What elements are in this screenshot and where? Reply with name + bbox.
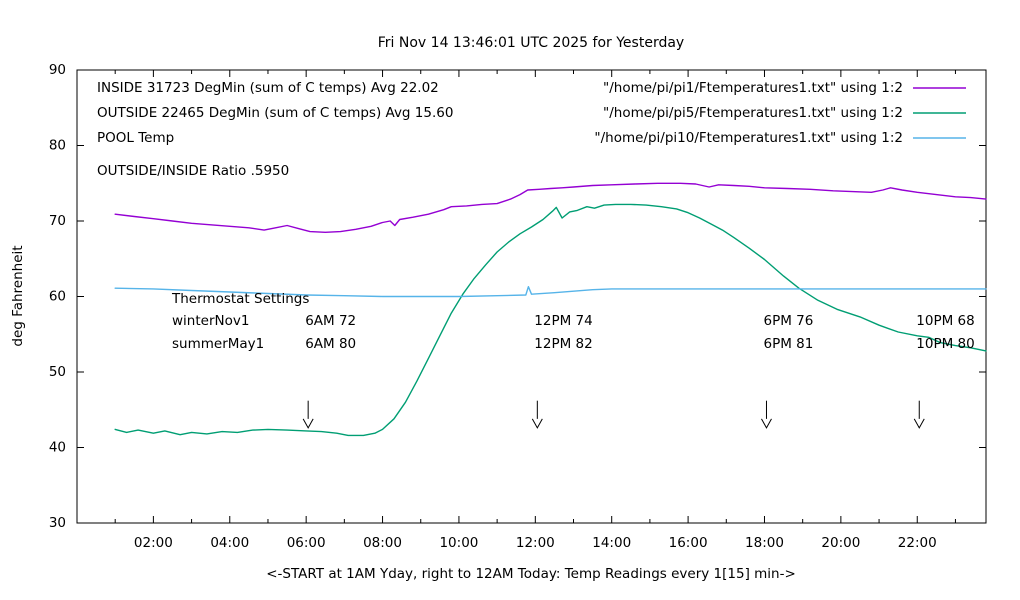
thermostat-settings: Thermostat Settings winterNov1 6AM 72 12… bbox=[171, 291, 975, 352]
x-tick-label: 14:00 bbox=[592, 535, 631, 551]
thermostat-winter-name: winterNov1 bbox=[172, 313, 249, 329]
x-tick-label: 04:00 bbox=[210, 535, 249, 551]
legend-label-outside: OUTSIDE 22465 DegMin (sum of C temps) Av… bbox=[97, 105, 453, 121]
y-axis-label: deg Fahrenheit bbox=[10, 245, 26, 346]
x-tick-label: 22:00 bbox=[898, 535, 937, 551]
thermostat-summer-6am: 6AM 80 bbox=[305, 336, 356, 352]
legend-row-inside: INSIDE 31723 DegMin (sum of C temps) Avg… bbox=[97, 80, 966, 96]
y-tick-label: 30 bbox=[49, 515, 66, 531]
x-tick-label: 06:00 bbox=[287, 535, 326, 551]
thermostat-summer-6pm: 6PM 81 bbox=[764, 336, 814, 352]
thermostat-heading: Thermostat Settings bbox=[171, 291, 309, 307]
y-tick-label: 60 bbox=[49, 289, 66, 305]
y-tick-label: 80 bbox=[49, 138, 66, 154]
thermostat-winter-10pm: 10PM 68 bbox=[916, 313, 974, 329]
thermostat-summer-10pm: 10PM 80 bbox=[916, 336, 974, 352]
thermostat-row-winter: winterNov1 6AM 72 12PM 74 6PM 76 10PM 68 bbox=[172, 313, 975, 329]
x-tick-label: 08:00 bbox=[363, 535, 402, 551]
y-tick-label: 70 bbox=[49, 213, 66, 229]
legend-label-inside: INSIDE 31723 DegMin (sum of C temps) Avg… bbox=[97, 80, 439, 96]
arrow-head bbox=[531, 418, 543, 429]
x-tick-label: 18:00 bbox=[745, 535, 784, 551]
series-line-pool bbox=[114, 286, 987, 298]
x-tick-label: 10:00 bbox=[439, 535, 478, 551]
y-tick-label: 40 bbox=[49, 440, 66, 456]
x-axis-label: <-START at 1AM Yday, right to 12AM Today… bbox=[266, 566, 796, 582]
legend-file-inside: "/home/pi/pi1/Ftemperatures1.txt" using … bbox=[603, 80, 903, 96]
x-tick-label: 02:00 bbox=[134, 535, 173, 551]
axis-ticks: 02:00 04:00 06:00 08:00 10:00 12:00 14:00 16:00… bbox=[49, 62, 986, 551]
legend-label-pool: POOL Temp bbox=[97, 130, 174, 146]
thermostat-summer-12pm: 12PM 82 bbox=[534, 336, 592, 352]
legend-file-outside: "/home/pi/pi5/Ftemperatures1.txt" using … bbox=[603, 105, 903, 121]
legend-row-outside: OUTSIDE 22465 DegMin (sum of C temps) Av… bbox=[97, 105, 966, 121]
thermostat-row-summer: summerMay1 6AM 80 12PM 82 6PM 81 10PM 80 bbox=[172, 336, 975, 352]
x-tick-label: 16:00 bbox=[669, 535, 708, 551]
ratio-annotation: OUTSIDE/INSIDE Ratio .5950 bbox=[97, 163, 289, 179]
chart-title: Fri Nov 14 13:46:01 UTC 2025 for Yesterd… bbox=[378, 35, 684, 51]
legend: INSIDE 31723 DegMin (sum of C temps) Avg… bbox=[97, 80, 966, 146]
legend-row-pool: POOL Temp "/home/pi/pi10/Ftemperatures1.… bbox=[97, 130, 966, 146]
schedule-arrows bbox=[302, 400, 925, 429]
y-tick-label: 90 bbox=[49, 62, 66, 78]
data-series bbox=[114, 182, 987, 437]
x-tick-label: 12:00 bbox=[516, 535, 555, 551]
thermostat-summer-name: summerMay1 bbox=[172, 336, 264, 352]
arrow-head bbox=[302, 418, 314, 429]
series-line-inside bbox=[114, 182, 987, 234]
arrow-head bbox=[913, 418, 925, 429]
thermostat-winter-6pm: 6PM 76 bbox=[764, 313, 814, 329]
arrow-head bbox=[761, 418, 772, 429]
legend-file-pool: "/home/pi/pi10/Ftemperatures1.txt" using… bbox=[594, 130, 903, 146]
thermostat-winter-6am: 6AM 72 bbox=[305, 313, 356, 329]
y-tick-label: 50 bbox=[49, 364, 66, 380]
thermostat-winter-12pm: 12PM 74 bbox=[534, 313, 592, 329]
x-tick-label: 20:00 bbox=[821, 535, 860, 551]
